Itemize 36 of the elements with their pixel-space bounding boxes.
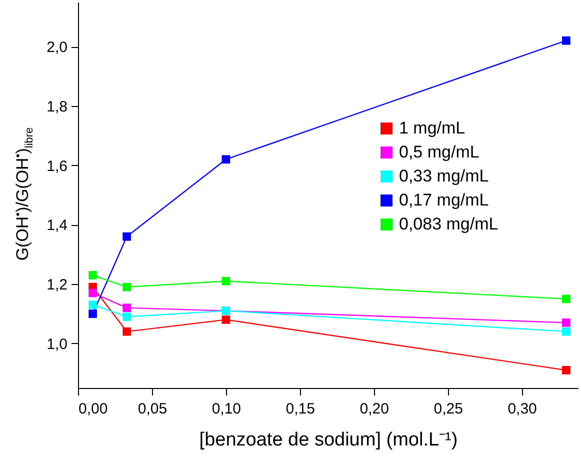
legend-label: 0,5 mg/mL	[399, 142, 480, 162]
legend-label: 0,33 mg/mL	[399, 166, 489, 186]
point	[222, 155, 230, 164]
x-tick-label: 0,00	[78, 400, 108, 418]
point	[122, 232, 131, 241]
point	[122, 282, 131, 292]
point	[88, 310, 97, 318]
point	[562, 327, 570, 336]
x-tick-label: 0,25	[434, 400, 463, 418]
y-tick-label: 1,8	[46, 98, 68, 116]
y-tick-label: 1,6	[46, 158, 68, 175]
y-tick-label: 1,2	[46, 276, 68, 294]
point	[222, 276, 230, 286]
point	[88, 300, 97, 310]
point	[222, 316, 230, 324]
x-tick-label: 0,20	[360, 400, 389, 418]
y-tick-label: 1,0	[46, 336, 68, 353]
legend-label: 0,17 mg/mL	[399, 190, 489, 210]
point	[562, 294, 570, 304]
point	[562, 36, 570, 45]
point	[122, 304, 131, 312]
x-tick-label: 0,30	[508, 400, 537, 418]
y-tick-label: 1,4	[46, 217, 68, 234]
x-tick-label: 0,15	[286, 400, 315, 418]
point	[122, 312, 131, 321]
point	[88, 270, 97, 280]
y-tick-label: 2,0	[46, 39, 68, 56]
x-tick-label: 0,05	[138, 400, 168, 418]
point	[88, 288, 97, 298]
point	[122, 327, 131, 336]
point	[562, 318, 570, 327]
legend-label: 1 mg/mL	[399, 118, 466, 138]
point	[562, 366, 570, 374]
x-tick-label: 0,10	[212, 400, 242, 418]
x-axis-title: [benzoate de sodium] (mol.L⁻¹)	[199, 430, 458, 450]
legend-label: 0,083 mg/mL	[399, 214, 498, 234]
